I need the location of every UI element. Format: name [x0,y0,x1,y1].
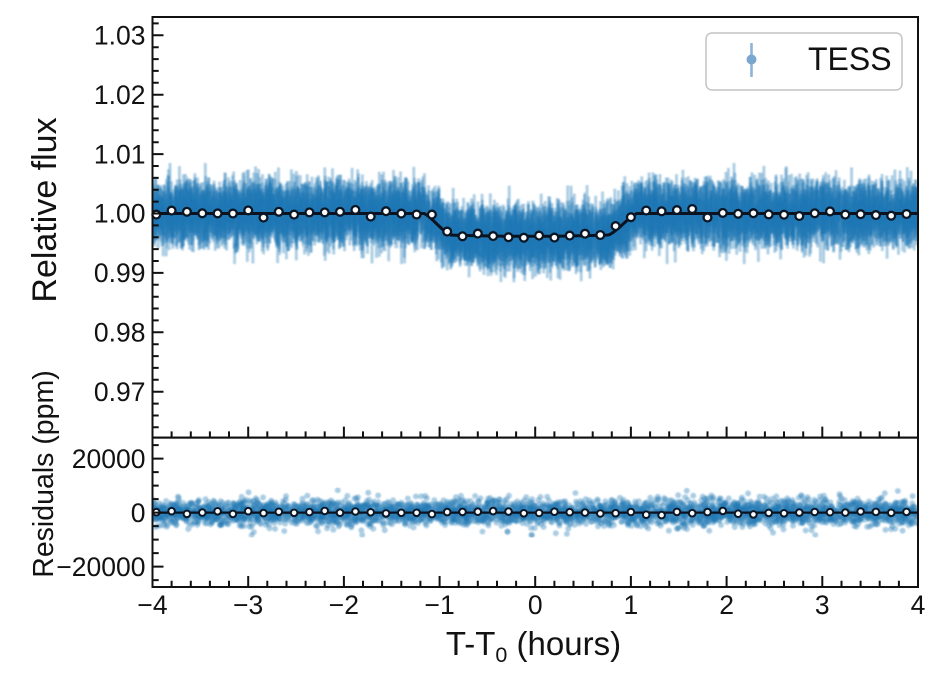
svg-text:−20000: −20000 [56,552,145,582]
svg-text:−2: −2 [329,590,359,620]
svg-text:1.03: 1.03 [94,21,146,51]
svg-text:0.99: 0.99 [94,258,146,288]
svg-text:1.01: 1.01 [94,139,146,169]
svg-text:TESS: TESS [808,41,892,77]
svg-text:0.97: 0.97 [94,377,146,407]
svg-text:0: 0 [131,498,146,528]
svg-text:2: 2 [719,590,734,620]
svg-text:1.02: 1.02 [94,80,146,110]
svg-text:20000: 20000 [72,444,146,474]
svg-text:1.00: 1.00 [94,199,146,229]
svg-text:0: 0 [528,590,543,620]
svg-text:Relative flux: Relative flux [26,117,64,302]
svg-text:1: 1 [624,590,639,620]
svg-text:3: 3 [815,590,830,620]
svg-text:Residuals (ppm): Residuals (ppm) [28,370,60,578]
svg-text:4: 4 [911,590,926,620]
svg-text:T-T0 (hours): T-T0 (hours) [446,625,621,667]
svg-text:−3: −3 [233,590,263,620]
svg-text:−4: −4 [137,590,167,620]
svg-text:−1: −1 [424,590,454,620]
svg-text:0.98: 0.98 [94,318,146,348]
